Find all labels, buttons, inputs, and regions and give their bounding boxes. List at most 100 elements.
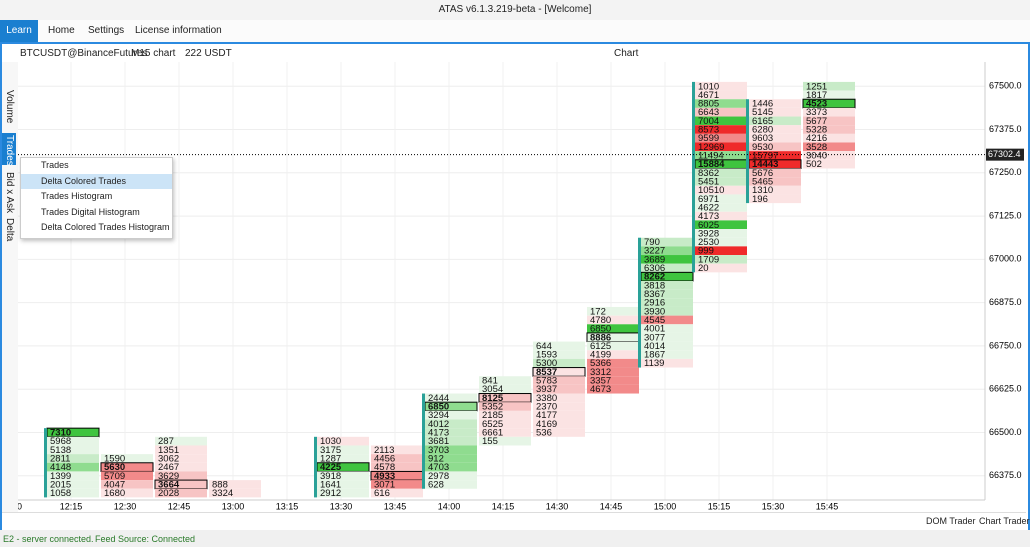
cell-value: 1251 — [806, 81, 827, 92]
cell-value: 1058 — [50, 488, 71, 499]
cell-value: 2444 — [428, 393, 449, 404]
cell-value: 888 — [212, 479, 228, 490]
dropdown-item[interactable]: Trades Digital Histogram — [41, 206, 140, 217]
footprint-cell — [749, 185, 801, 195]
footprint-cell — [641, 350, 693, 359]
cell-value: 1709 — [698, 254, 719, 265]
chart-label: Chart — [614, 48, 639, 59]
cell-value: 3629 — [158, 471, 179, 482]
cell-value: 5709 — [104, 471, 125, 482]
cell-value: 3071 — [374, 479, 395, 490]
footprint-cell — [533, 419, 585, 429]
footprint-cell — [587, 315, 639, 325]
footprint-cell — [425, 454, 477, 463]
footprint-cell — [425, 462, 477, 472]
cell-value: 1446 — [752, 99, 773, 110]
footprint-cell — [695, 220, 747, 230]
x-tick-label: 14:15 — [492, 501, 515, 511]
cell-value: 4933 — [374, 471, 395, 482]
cell-value: 6850 — [428, 402, 449, 413]
cell-value: 644 — [536, 341, 552, 352]
menu-license[interactable]: License information — [135, 25, 222, 36]
footprint-cell — [695, 203, 747, 212]
chart: 00 12:15 12:30 12:45 13:00 13:15 13:30 13:45 14:… — [18, 62, 1024, 511]
footprint-cell — [317, 436, 369, 446]
cell-value: 3077 — [644, 332, 665, 343]
cell-value: 4216 — [806, 133, 827, 144]
cell-value: 3818 — [644, 280, 665, 291]
dropdown-item[interactable]: Trades Histogram — [41, 191, 113, 202]
footprint-cell — [641, 315, 693, 325]
cell-value: 3703 — [428, 445, 449, 456]
footprint-cell — [695, 133, 747, 143]
footprint-cell — [155, 454, 207, 463]
dropdown-item[interactable]: Trades — [41, 160, 69, 170]
timeframe[interactable]: M15 chart — [131, 48, 176, 59]
cell-value: 15797 — [752, 151, 778, 162]
footprint-cell — [695, 185, 747, 195]
cell-value: 6165 — [752, 116, 773, 127]
server-status: E2 - server connected. — [3, 534, 94, 544]
cell-value: 3357 — [590, 376, 611, 387]
footprint-cell — [749, 151, 801, 160]
footprint-cell — [479, 419, 531, 429]
cell-value: 3294 — [428, 410, 449, 421]
y-tick-label: 67000.0 — [989, 254, 1022, 264]
menu-learn[interactable]: Learn — [0, 20, 38, 42]
dom-trader[interactable]: DOM Trader — [926, 516, 976, 526]
footprint-cell — [371, 454, 423, 463]
x-tick-label: 15:45 — [816, 501, 839, 511]
side-tab-active[interactable] — [2, 133, 16, 165]
cell-value: 1287 — [320, 453, 341, 464]
footprint-cell — [587, 306, 639, 316]
footprint-cell — [641, 255, 693, 264]
footprint-cell — [371, 445, 423, 455]
cell-value: 3312 — [590, 367, 611, 378]
cell-value: 2185 — [482, 410, 503, 421]
footprint-cell — [803, 142, 855, 152]
menu-settings[interactable]: Settings — [88, 25, 125, 36]
cell-value: 4225 — [320, 462, 342, 473]
cell-value: 15884 — [698, 159, 725, 170]
x-tick-label: 12:45 — [168, 501, 191, 511]
y-tick-label: 66500.0 — [989, 427, 1022, 437]
cell-value: 3689 — [644, 254, 665, 265]
footprint-cell — [425, 393, 477, 403]
cell-value: 4148 — [50, 462, 71, 473]
status-bar: E2 - server connected. Feed Source: Conn… — [0, 530, 1030, 547]
footprint-cell — [47, 454, 99, 463]
cell-value: 20 — [698, 263, 709, 274]
cell-value: 1030 — [320, 436, 341, 447]
footprint-cell — [587, 324, 639, 333]
footprint-cell — [695, 90, 747, 100]
footprint-cell — [317, 445, 369, 455]
dropdown-item[interactable]: Delta Colored Trades — [21, 173, 172, 190]
footprint-cell — [803, 151, 855, 160]
volume-setting[interactable]: 222 USDT — [185, 48, 232, 59]
footprint-cell — [749, 168, 801, 178]
cell-value: 999 — [698, 246, 714, 257]
cell-value: 8886 — [590, 332, 611, 343]
cell-value: 3664 — [158, 479, 180, 490]
footprint-cell — [155, 462, 207, 472]
footprint-cell — [155, 436, 207, 446]
footprint-cell — [749, 125, 801, 134]
footprint-cell — [641, 263, 693, 273]
menu-home[interactable]: Home — [48, 25, 75, 36]
footprint-cell — [209, 488, 261, 498]
cell-value: 6661 — [482, 427, 503, 438]
footprint-cell — [803, 107, 855, 117]
footprint-cell — [533, 393, 585, 403]
footprint-cell — [317, 488, 369, 498]
footprint-cell — [695, 125, 747, 134]
cell-value: 2015 — [50, 479, 71, 490]
footprint-cell — [533, 350, 585, 359]
symbol[interactable]: BTCUSDT@BinanceFutures — [20, 48, 148, 59]
footprint-cell — [695, 255, 747, 264]
x-tick-label: 13:15 — [276, 501, 299, 511]
chart-trader[interactable]: Chart Trader — [979, 516, 1030, 526]
cell-value: 8125 — [482, 393, 504, 404]
dropdown-item[interactable]: Delta Colored Trades Histogram — [41, 222, 170, 233]
footprint-cell — [47, 488, 99, 498]
cell-value: 7004 — [698, 116, 719, 127]
